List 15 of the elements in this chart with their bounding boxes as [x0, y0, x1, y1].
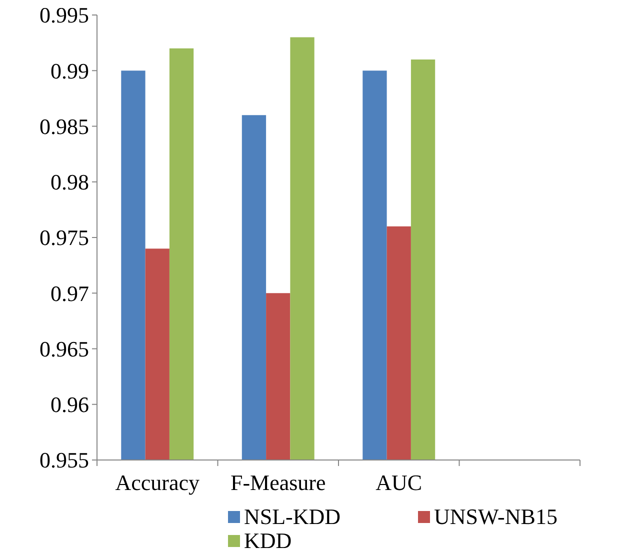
x-tick-label: AUC — [376, 470, 422, 495]
legend-label: NSL-KDD — [244, 504, 341, 529]
y-tick-label: 0.965 — [40, 336, 89, 362]
x-tick-label: Accuracy — [115, 470, 200, 495]
y-tick-label: 0.985 — [40, 114, 89, 139]
legend-label: UNSW-NB15 — [434, 504, 558, 529]
y-tick-label: 0.955 — [40, 448, 89, 473]
legend-label: KDD — [244, 528, 292, 553]
y-tick-label: 0.96 — [50, 392, 89, 418]
y-tick-label: 0.97 — [50, 280, 89, 306]
x-tick-label: F-Measure — [230, 470, 326, 495]
y-tick-label: 0.99 — [50, 58, 89, 84]
y-tick-label: 0.98 — [50, 170, 89, 195]
y-tick-label: 0.995 — [40, 2, 89, 28]
y-tick-label: 0.975 — [40, 225, 89, 250]
